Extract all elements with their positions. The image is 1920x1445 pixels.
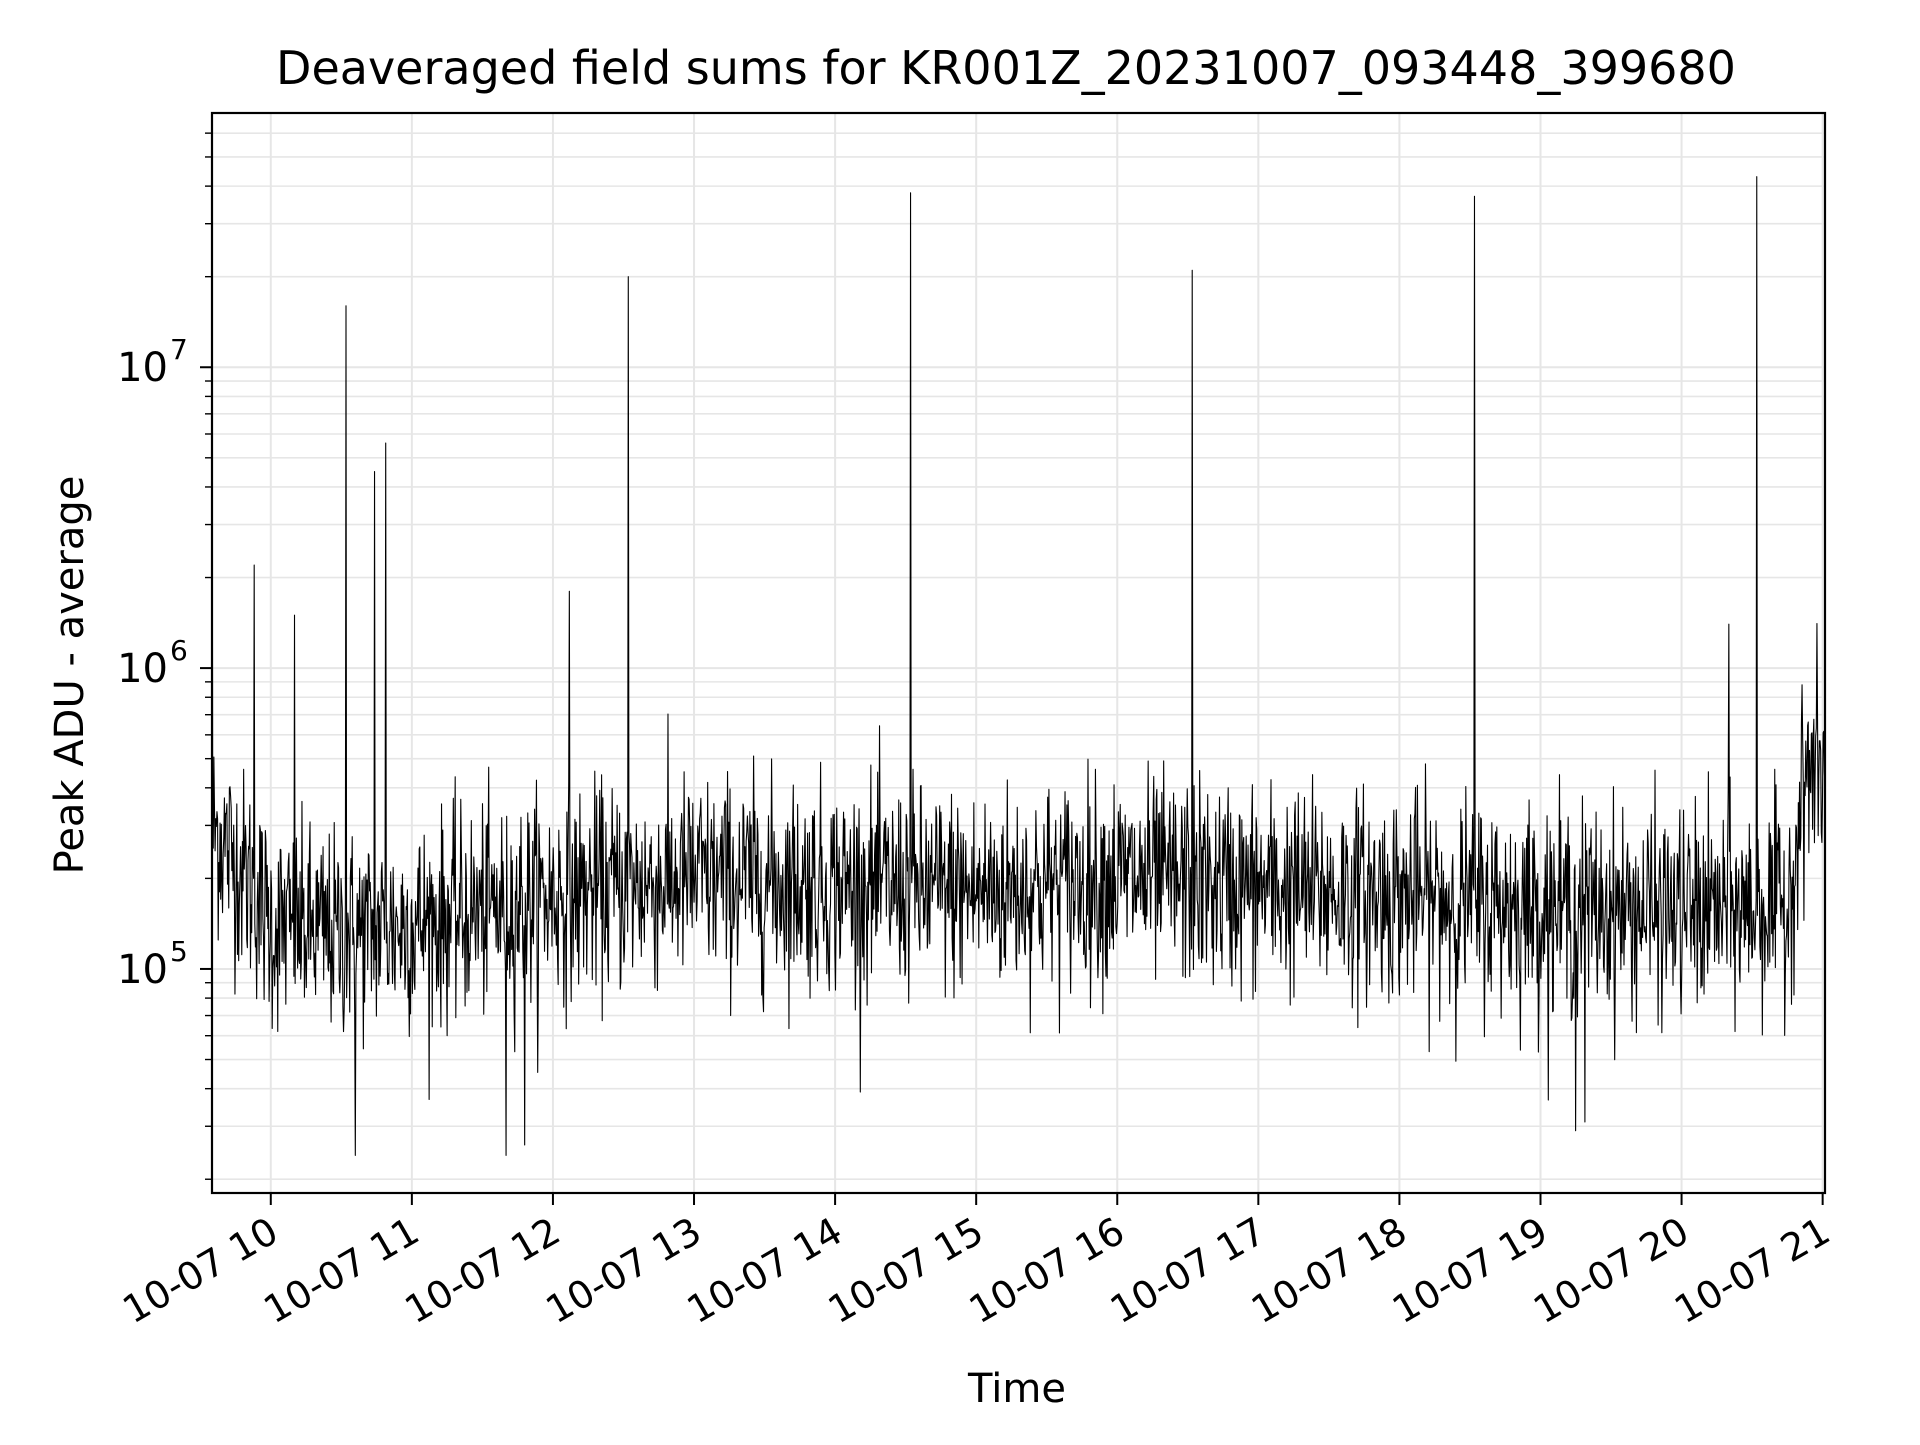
x-axis-label: Time [967,1366,1066,1412]
chart-title: Deaveraged field sums for KR001Z_2023100… [276,41,1736,95]
y-tick-label: 10 [117,947,168,993]
y-tick-exponent: 6 [170,634,188,667]
y-tick-label: 10 [117,646,168,692]
series-line-group [212,176,1825,1156]
y-tick-exponent: 7 [170,333,188,366]
series-line [212,176,1825,1156]
y-tick-exponent: 5 [170,935,188,968]
plot-frame [210,111,1827,1195]
y-axis-label: Peak ADU - average [47,476,93,875]
y-tick-label: 10 [117,345,168,391]
